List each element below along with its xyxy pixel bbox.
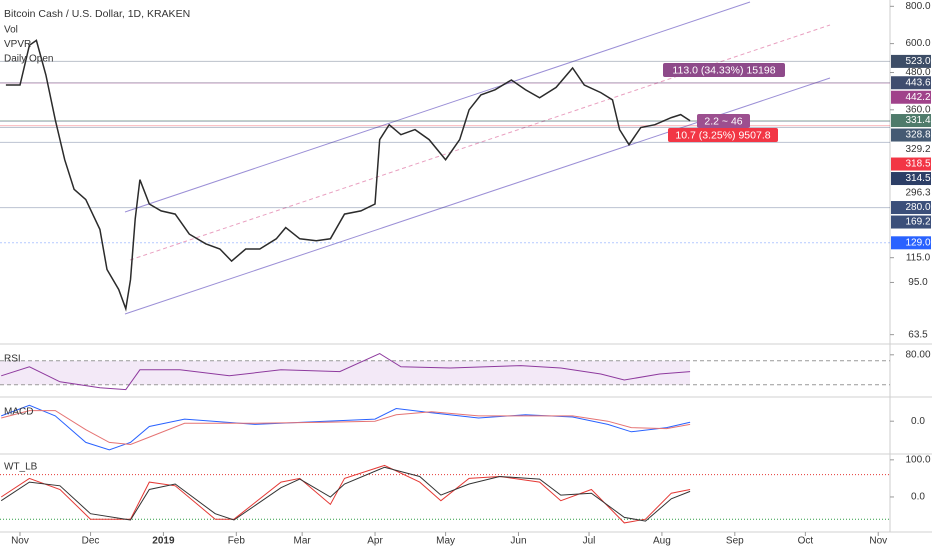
data-line [5,39,691,312]
price-tag: 328.8 [905,130,930,141]
x-tick-label: 2019 [152,536,175,547]
x-tick-label: Feb [228,536,246,547]
annotation: 2.2 ~ 46 [704,115,742,127]
y-tick-label: 95.0 [908,277,928,288]
x-tick-label: Oct [798,536,814,547]
x-tick-label: Nov [869,536,887,547]
price-tag-bg [891,54,931,68]
annotation-box [697,114,750,128]
data-line [0,466,691,522]
price-tag-bg [891,201,931,215]
y-tick-label: 0.0 [911,492,925,503]
price-tag: 129.0 [905,237,930,248]
price-tag-bg [891,157,931,171]
data-line [1,353,691,391]
indicator-label: Daily Open [4,54,53,65]
data-line [1,410,691,446]
y-tick-label: 0.0 [911,416,925,427]
annotation-box [668,128,778,142]
annotation: 113.0 (34.33%) 15198 [672,64,775,76]
price-tag: 296.3 [905,188,930,199]
chart-title: Bitcoin Cash / U.S. Dollar, 1D, KRAKEN [4,8,190,20]
price-tag-bg [891,114,931,128]
x-tick-label: Sep [726,536,744,547]
price-tag: 329.2 [905,144,930,155]
x-tick-label: Apr [367,536,383,547]
y-tick-label: 800.0 [905,1,930,12]
panel-title: RSI [4,354,21,365]
price-tag: 318.5 [905,159,930,170]
y-tick-label: 600.0 [905,38,930,49]
price-tag-bg [891,90,931,104]
y-tick-label: 360.0 [905,104,930,115]
price-tag: 523.0 [905,56,930,67]
x-tick-label: Dec [82,536,100,547]
rsi-band [0,360,690,385]
price-tag-bg [891,236,931,250]
y-tick-label: 480.0 [905,67,930,78]
annotation: 10.7 (3.25%) 9507.8 [675,129,770,141]
price-tag-bg [891,76,931,90]
price-tag-bg [891,128,931,142]
indicator-label: VPVR [4,39,31,50]
indicator-label: Vol [4,25,18,36]
x-tick-label: Nov [11,536,29,547]
price-tag-bg [891,215,931,229]
x-tick-label: Aug [653,536,671,547]
price-tag-bg [891,172,931,186]
x-tick-label: Mar [294,536,312,547]
x-tick-label: Jul [583,536,596,547]
price-tag: 442.2 [905,92,930,103]
panel-title: MACD [4,407,33,418]
x-tick-label: May [436,536,455,547]
price-tag: 443.6 [905,77,930,88]
y-tick-label: 115.0 [906,252,931,263]
price-tag: 314.5 [905,173,930,184]
panel-title: WT_LB [4,462,38,473]
x-tick-label: Jun [510,536,526,547]
y-tick-label: 80.00 [905,349,930,360]
data-line [1,404,691,451]
price-tag: 169.2 [905,217,930,228]
annotation-box [663,63,785,77]
price-tag: 280.0 [905,202,930,213]
price-tag: 331.4 [905,115,930,126]
y-tick-label: 63.5 [908,329,928,340]
y-tick-label: 100.0 [905,454,930,465]
channel-upper [124,1,751,213]
